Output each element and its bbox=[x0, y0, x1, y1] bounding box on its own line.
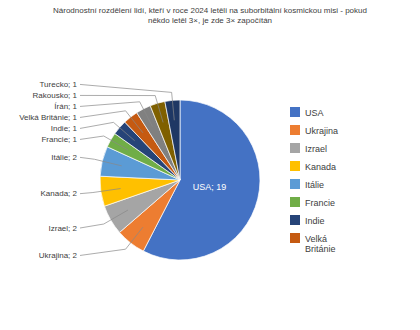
data-label: USA; 19 bbox=[193, 182, 227, 192]
slice bbox=[100, 176, 180, 206]
leader-line bbox=[80, 210, 128, 228]
legend-label: Itálie bbox=[305, 180, 324, 190]
data-label: Turecko; 1 bbox=[40, 80, 78, 89]
leader-line bbox=[80, 122, 135, 140]
chart: Národnostní rozdělení lidí, kteří v roce… bbox=[0, 0, 420, 330]
data-label: Írán; 1 bbox=[54, 102, 77, 111]
leader-line bbox=[80, 95, 163, 122]
legend-label: Izrael bbox=[305, 144, 327, 154]
legend-label-line: USA bbox=[305, 108, 324, 118]
legend-swatch bbox=[290, 197, 300, 207]
legend-label-line: Itálie bbox=[305, 180, 324, 190]
title-line: Národnostní rozdělení lidí, kteří v roce… bbox=[53, 6, 367, 15]
slice bbox=[165, 100, 180, 180]
data-label: Velká Británie; 1 bbox=[19, 113, 77, 122]
legend-label: Ukrajina bbox=[305, 126, 338, 136]
legend-label: Francie bbox=[305, 198, 335, 208]
leader-line bbox=[80, 111, 143, 133]
data-labels: USA; 19 Ukrajina; 2 Izrael; 2 Kanada; 2 Itál… bbox=[19, 80, 226, 260]
leader-line bbox=[80, 157, 122, 165]
legend: USA Ukrajina Izrael Kanada Itálie Francie Indi… bbox=[290, 107, 338, 254]
data-label: Ukrajina; 2 bbox=[39, 251, 78, 260]
data-label: Izrael; 2 bbox=[49, 224, 78, 233]
data-label: Rakousko; 1 bbox=[33, 91, 78, 100]
legend-label: Indie bbox=[305, 216, 325, 226]
leader-line bbox=[80, 227, 143, 255]
legend-label-line: Ukrajina bbox=[305, 126, 338, 136]
legend-label-line: Indie bbox=[305, 216, 325, 226]
legend-label: USA bbox=[305, 108, 324, 118]
legend-swatch bbox=[290, 233, 300, 243]
pie bbox=[100, 100, 260, 260]
legend-label: VelkáBritánie bbox=[305, 234, 336, 254]
title: Národnostní rozdělení lidí, kteří v roce… bbox=[53, 6, 367, 25]
legend-label-line: Izrael bbox=[305, 144, 327, 154]
leader-line bbox=[80, 84, 174, 120]
data-label: Itálie; 2 bbox=[51, 153, 77, 162]
data-label: Kanada; 2 bbox=[41, 189, 78, 198]
legend-label-line: Británie bbox=[305, 244, 336, 254]
title-line: někdo letěl 3×, je zde 3× započítán bbox=[148, 16, 272, 25]
legend-swatch bbox=[290, 161, 300, 171]
legend-swatch bbox=[290, 143, 300, 153]
legend-label-line: Francie bbox=[305, 198, 335, 208]
legend-label: Kanada bbox=[305, 162, 336, 172]
leader-line bbox=[80, 189, 121, 194]
data-label: Francie; 1 bbox=[41, 135, 77, 144]
data-label: Indie; 1 bbox=[51, 124, 78, 133]
leader-line bbox=[80, 102, 153, 127]
leader-line bbox=[80, 136, 128, 150]
legend-swatch bbox=[290, 125, 300, 135]
legend-label-line: Kanada bbox=[305, 162, 336, 172]
legend-swatch bbox=[290, 107, 300, 117]
legend-swatch bbox=[290, 179, 300, 189]
legend-label-line: Velká bbox=[305, 234, 327, 244]
legend-swatch bbox=[290, 215, 300, 225]
